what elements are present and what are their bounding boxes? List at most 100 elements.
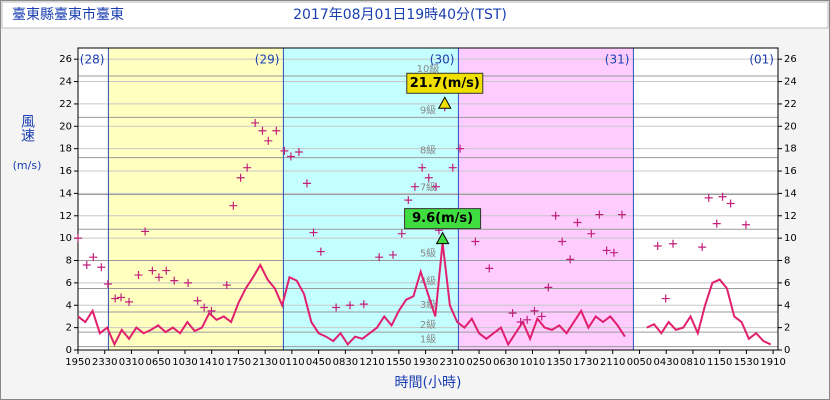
gust-marker (704, 193, 713, 202)
day-band (458, 48, 634, 350)
gust-marker (741, 220, 750, 229)
max-marker (437, 96, 452, 109)
y-tick-label: 24 (784, 77, 797, 88)
beaufort-label: 7級 (420, 181, 436, 194)
gust-marker (184, 278, 193, 287)
y-tick-label: 4 (66, 300, 72, 311)
x-tick-label: 1530 (734, 357, 759, 368)
gust-marker (424, 173, 433, 182)
y-tick-label: 10 (59, 233, 72, 244)
gust-marker (117, 293, 126, 302)
day-label: (30) (430, 53, 455, 67)
x-tick-label: 2330 (92, 357, 117, 368)
gust-marker (111, 294, 120, 303)
y-tick-label: 12 (59, 211, 72, 222)
gust-marker (286, 152, 295, 161)
gust-marker (134, 271, 143, 280)
y-tick-label: 6 (784, 278, 790, 289)
day-label: (29) (255, 53, 280, 67)
y-tick-label: 18 (784, 144, 797, 155)
x-tick-label: 1410 (199, 357, 224, 368)
header-bar (1, 1, 829, 29)
gust-marker (712, 219, 721, 228)
gust-marker (258, 126, 267, 135)
x-tick-label: 1550 (386, 357, 411, 368)
beaufort-label: 1級 (420, 333, 436, 346)
y-tick-label: 0 (66, 345, 72, 356)
gust-marker (332, 303, 341, 312)
y-axis-unit: (m/s) (13, 159, 42, 172)
day-label: (28) (80, 53, 105, 67)
gust-marker (125, 297, 134, 306)
day-band (633, 48, 778, 350)
gust-marker (154, 273, 163, 282)
gust-marker (229, 201, 238, 210)
gust-marker (595, 210, 604, 219)
gust-marker (404, 196, 413, 205)
gust-marker (345, 301, 354, 310)
x-tick-label: 1210 (359, 357, 384, 368)
x-tick-label: 1930 (413, 357, 438, 368)
gust-marker (418, 163, 427, 172)
y-tick-label: 26 (784, 54, 797, 65)
x-tick-label: 0430 (653, 357, 678, 368)
gust-marker (82, 260, 91, 269)
gust-marker (207, 306, 216, 315)
beaufort-label: 9級 (420, 103, 436, 116)
gust-marker (389, 250, 397, 259)
x-tick-label: 0450 (306, 357, 331, 368)
x-tick-label: 2130 (252, 357, 277, 368)
gust-marker (280, 146, 289, 155)
y-tick-label: 14 (59, 188, 72, 199)
x-tick-label: 1750 (226, 357, 251, 368)
station: 臺東縣臺東市臺東 (12, 6, 124, 23)
max-label-box (404, 208, 482, 230)
gust-marker (602, 246, 611, 255)
gust-marker (573, 218, 582, 227)
x-tick-label: 2310 (440, 357, 465, 368)
x-tick-label: 0810 (680, 357, 705, 368)
gust-marker (89, 253, 98, 262)
x-tick-label: 1910 (760, 357, 785, 368)
gust-marker (669, 239, 677, 248)
gust-marker (359, 300, 368, 309)
y-tick-label: 16 (59, 166, 72, 177)
gust-marker (558, 237, 567, 246)
gust-marker (272, 126, 281, 135)
x-tick-label: 1150 (707, 357, 732, 368)
max-label: 9.6(m/s) (404, 208, 482, 230)
y-tick-label: 0 (784, 345, 790, 356)
gust-marker (74, 234, 82, 243)
x-tick-label: 0110 (279, 357, 304, 368)
gust-marker (148, 266, 157, 275)
x-tick-label: 0050 (627, 357, 652, 368)
gust-marker (471, 237, 480, 246)
gust-marker (302, 179, 311, 188)
gust-marker (544, 283, 553, 292)
max-label: 21.7(m/s) (406, 72, 484, 94)
beaufort-label: 2級 (420, 318, 436, 331)
x-axis-label: 時間(小時) (395, 375, 462, 391)
x-tick-label: 1950 (65, 357, 90, 368)
gust-marker (566, 255, 575, 264)
gust-marker (609, 248, 618, 257)
gust-marker (617, 210, 626, 219)
gust-marker (236, 173, 245, 182)
x-tick-label: 0630 (493, 357, 518, 368)
y-tick-label: 6 (66, 278, 72, 289)
gust-marker (456, 144, 465, 153)
y-tick-label: 14 (784, 188, 797, 199)
gust-marker (726, 199, 735, 208)
x-tick-label: 1010 (520, 357, 545, 368)
y-tick-label: 20 (784, 121, 797, 132)
x-tick-label: 0650 (145, 357, 170, 368)
y-tick-label: 24 (59, 77, 72, 88)
gust-marker (397, 229, 406, 238)
gust-marker (309, 228, 318, 237)
gust-marker (698, 243, 707, 252)
x-tick-label: 1030 (172, 357, 197, 368)
gust-marker (141, 227, 150, 236)
gust-marker (375, 253, 384, 262)
x-tick-label: 0830 (333, 357, 358, 368)
